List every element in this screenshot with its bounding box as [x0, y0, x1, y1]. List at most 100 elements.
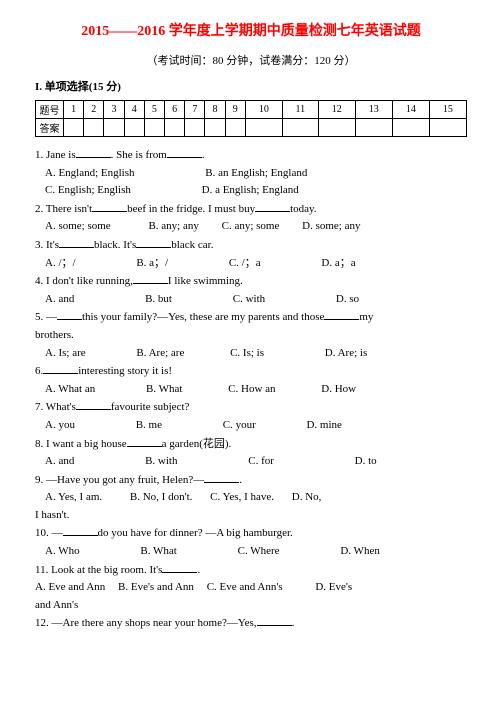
- blank: [257, 615, 292, 626]
- option-a: A. What an: [45, 381, 95, 399]
- option-c: C. with: [233, 291, 265, 309]
- question-2: 2. There isn'tbeef in the fridge. I must…: [35, 201, 467, 236]
- option-a: A. Who: [45, 543, 80, 561]
- option-a: A. some; some: [45, 218, 111, 236]
- exam-info: （考试时间：80 分钟，试卷满分：120 分）: [35, 52, 467, 68]
- question-9: 9. —Have you got any fruit, Helen?—. A. …: [35, 472, 467, 525]
- option-b: B. Are; are: [136, 345, 184, 363]
- option-c: C. Eve and Ann's: [207, 579, 283, 597]
- num-cell: 3: [104, 101, 124, 119]
- answer-cell: [64, 119, 84, 137]
- option-d: D. a English; England: [202, 182, 299, 200]
- num-cell: 15: [429, 101, 466, 119]
- blank: [324, 309, 359, 320]
- question-7: 7. What'sfavourite subject? A. you B. me…: [35, 399, 467, 434]
- question-4: 4. I don't like running,I like swimming.…: [35, 273, 467, 308]
- q9-cont: I hasn't.: [35, 507, 467, 525]
- num-cell: 9: [225, 101, 245, 119]
- option-a: A. Yes, I am.: [45, 489, 102, 507]
- q1-options: A. England; English B. an English; Engla…: [35, 165, 467, 183]
- answer-cell: [124, 119, 144, 137]
- q1-options2: C. English; English D. a English; Englan…: [35, 182, 467, 200]
- num-cell: 14: [392, 101, 429, 119]
- option-c: C. Where: [238, 543, 280, 561]
- blank: [136, 237, 171, 248]
- option-a: A. you: [45, 417, 75, 435]
- blank: [76, 399, 111, 410]
- num-cell: 1: [64, 101, 84, 119]
- question-10: 10. —do you have for dinner? —A big hamb…: [35, 525, 467, 560]
- answer-cell: [205, 119, 225, 137]
- blank: [127, 436, 162, 447]
- q11-options: A. Eve and Ann B. Eve's and Ann C. Eve a…: [35, 579, 467, 597]
- title-text: 学年度上学期期中质量检测七年英语试题: [165, 24, 421, 39]
- question-12: 12. —Are there any shops near your home?…: [35, 615, 467, 633]
- q1-text: 1. Jane is. She is from.: [35, 149, 205, 161]
- q6-text: 6.interesting story it is!: [35, 365, 172, 377]
- title-year: 2015——2016: [81, 24, 165, 39]
- q5-options: A. Is; are B. Are; are C. Is; is D. Are;…: [35, 345, 467, 363]
- num-cell: 5: [144, 101, 164, 119]
- option-a: A. and: [45, 291, 74, 309]
- blank: [59, 237, 94, 248]
- table-row-answer: 答案: [36, 119, 467, 137]
- option-a: A. /；/: [45, 255, 76, 273]
- q2-text: 2. There isn'tbeef in the fridge. I must…: [35, 203, 317, 215]
- option-b: B. me: [136, 417, 162, 435]
- q2-options: A. some; some B. any; any C. any; some D…: [35, 218, 467, 236]
- q4-options: A. and B. but C. with D. so: [35, 291, 467, 309]
- option-c: C. Is; is: [230, 345, 264, 363]
- q11-text: 11. Look at the big room. It's.: [35, 564, 200, 576]
- q12-text: 12. —Are there any shops near your home?…: [35, 617, 294, 629]
- q3-options: A. /；/ B. a；/ C. /；a D. a；a: [35, 255, 467, 273]
- option-c: C. How an: [228, 381, 275, 399]
- blank: [167, 147, 202, 158]
- blank: [92, 201, 127, 212]
- answer-cell: [282, 119, 318, 137]
- num-cell: 11: [282, 101, 318, 119]
- option-d: D. some; any: [302, 218, 360, 236]
- option-d: D. mine: [306, 417, 341, 435]
- option-d: D. Are; is: [325, 345, 367, 363]
- option-b: B. What: [146, 381, 182, 399]
- q11-cont: and Ann's: [35, 597, 467, 615]
- q10-options: A. Who B. What C. Where D. When: [35, 543, 467, 561]
- answer-cell: [429, 119, 466, 137]
- answer-cell: [165, 119, 185, 137]
- q8-options: A. and B. with C. for D. to: [35, 453, 467, 471]
- q5-text: 5. —this your family?—Yes, these are my …: [35, 311, 373, 323]
- blank: [204, 472, 239, 483]
- option-d: D. a；a: [321, 255, 355, 273]
- answer-cell: [84, 119, 104, 137]
- blank: [133, 273, 168, 284]
- num-cell: 7: [185, 101, 205, 119]
- option-d: D. How: [321, 381, 356, 399]
- question-3: 3. It'sblack. It'sblack car. A. /；/ B. a…: [35, 237, 467, 272]
- blank: [162, 562, 197, 573]
- blank: [63, 525, 98, 536]
- option-b: B. but: [145, 291, 172, 309]
- blank: [76, 147, 111, 158]
- option-d: D. No,: [292, 489, 322, 507]
- option-b: B. any; any: [148, 218, 198, 236]
- option-b: B. a；/: [136, 255, 168, 273]
- document-title: 2015——2016 学年度上学期期中质量检测七年英语试题: [35, 20, 467, 40]
- option-b: B. Eve's and Ann: [118, 579, 194, 597]
- option-d: D. Eve's: [315, 579, 352, 597]
- q3-text: 3. It'sblack. It'sblack car.: [35, 239, 213, 251]
- q8-text: 8. I want a big housea garden(花园).: [35, 438, 231, 450]
- num-cell: 8: [205, 101, 225, 119]
- num-cell: 4: [124, 101, 144, 119]
- option-c: C. Yes, I have.: [210, 489, 274, 507]
- option-a: A. Eve and Ann: [35, 579, 105, 597]
- option-b: B. No, I don't.: [130, 489, 192, 507]
- option-d: D. so: [336, 291, 359, 309]
- option-c: C. /；a: [229, 255, 261, 273]
- answer-cell: [225, 119, 245, 137]
- num-cell: 10: [245, 101, 282, 119]
- option-a: A. and: [45, 453, 74, 471]
- option-a: A. Is; are: [45, 345, 86, 363]
- q9-options: A. Yes, I am. B. No, I don't. C. Yes, I …: [35, 489, 467, 507]
- blank: [255, 201, 290, 212]
- option-c: C. for: [248, 453, 274, 471]
